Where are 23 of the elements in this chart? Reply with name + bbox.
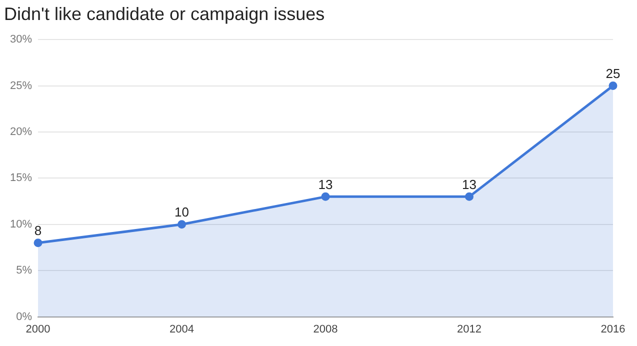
data-label: 8 [34, 222, 42, 238]
y-tick-label: 5% [16, 264, 32, 277]
x-tick-label: 2000 [26, 323, 50, 336]
y-tick-label: 20% [10, 126, 32, 138]
x-tick-label: 2012 [457, 323, 482, 336]
x-tick-label: 2008 [313, 323, 338, 336]
point [34, 238, 42, 248]
data-label: 25 [606, 66, 620, 81]
y-tick-label: 25% [10, 80, 32, 92]
chart-title: Didn't like candidate or campaign issues [4, 4, 325, 24]
data-label: 13 [318, 176, 333, 192]
point [178, 220, 186, 229]
x-tick-label: 2004 [170, 323, 194, 336]
y-tick-label: 15% [10, 172, 32, 184]
y-tick-label: 0% [16, 310, 32, 323]
point [608, 82, 618, 90]
point [465, 192, 474, 201]
y-tick-label: 10% [10, 218, 32, 230]
data-label: 13 [462, 176, 476, 192]
x-tick-label: 2016 [600, 323, 626, 336]
data-label: 10 [174, 204, 189, 220]
point [321, 192, 330, 201]
y-tick-label: 30% [10, 34, 32, 46]
